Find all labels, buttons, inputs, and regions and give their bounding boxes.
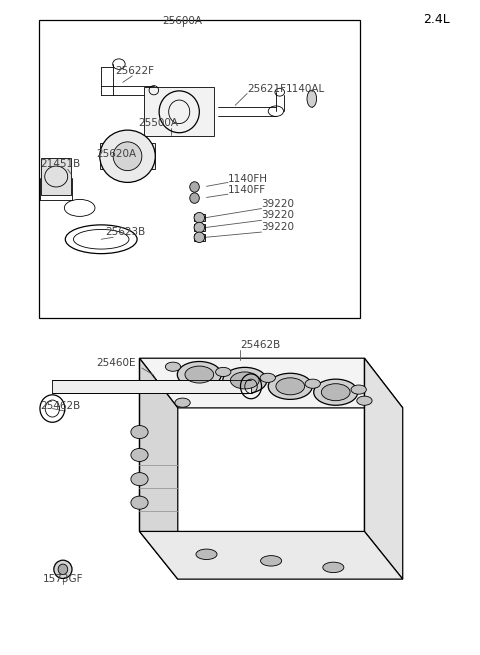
Text: 25462B: 25462B	[240, 340, 280, 350]
Ellipse shape	[58, 564, 68, 574]
Bar	[41, 158, 71, 195]
Bar	[194, 234, 204, 240]
Ellipse shape	[230, 372, 259, 389]
Text: 1573GF: 1573GF	[43, 574, 83, 584]
Text: 25460E: 25460E	[96, 358, 135, 368]
Polygon shape	[140, 358, 403, 408]
Bar	[144, 87, 214, 136]
Text: 25621F: 25621F	[247, 83, 286, 94]
Ellipse shape	[307, 90, 317, 107]
Text: 1140FH: 1140FH	[228, 174, 268, 183]
Ellipse shape	[261, 555, 282, 566]
Text: 39220: 39220	[262, 210, 295, 220]
Ellipse shape	[54, 560, 72, 578]
Ellipse shape	[276, 378, 305, 395]
Ellipse shape	[100, 130, 156, 182]
Ellipse shape	[131, 473, 148, 485]
Text: 25623B: 25623B	[105, 227, 145, 237]
Text: 21451B: 21451B	[40, 159, 80, 170]
Ellipse shape	[268, 373, 312, 400]
Ellipse shape	[185, 366, 214, 383]
Text: 25600A: 25600A	[163, 16, 203, 26]
Ellipse shape	[223, 367, 267, 394]
Text: 39220: 39220	[262, 198, 295, 208]
Ellipse shape	[323, 562, 344, 572]
Ellipse shape	[131, 449, 148, 462]
Ellipse shape	[305, 379, 321, 388]
Ellipse shape	[194, 222, 204, 233]
Bar	[39, 20, 360, 318]
Ellipse shape	[194, 232, 204, 242]
Ellipse shape	[175, 398, 190, 407]
Ellipse shape	[322, 384, 350, 401]
Ellipse shape	[351, 385, 366, 394]
Text: 25462B: 25462B	[40, 401, 80, 411]
Text: 25620A: 25620A	[96, 149, 136, 159]
Ellipse shape	[190, 193, 199, 203]
Ellipse shape	[190, 181, 199, 192]
Ellipse shape	[260, 373, 276, 383]
Text: 39220: 39220	[262, 222, 295, 232]
Polygon shape	[140, 358, 178, 579]
Bar	[100, 143, 156, 170]
Ellipse shape	[194, 212, 204, 223]
Ellipse shape	[357, 396, 372, 405]
Ellipse shape	[196, 549, 217, 559]
Ellipse shape	[131, 496, 148, 509]
Bar	[194, 214, 204, 221]
Ellipse shape	[177, 362, 221, 388]
Text: 25500A: 25500A	[139, 118, 179, 128]
Text: 25622F: 25622F	[115, 66, 154, 76]
Bar	[194, 224, 204, 231]
Text: 1140FF: 1140FF	[228, 185, 266, 195]
Polygon shape	[140, 531, 403, 579]
Text: 1140AL: 1140AL	[286, 83, 324, 94]
Ellipse shape	[165, 362, 180, 371]
Ellipse shape	[113, 142, 142, 171]
Ellipse shape	[314, 379, 358, 405]
Bar	[52, 380, 251, 393]
Ellipse shape	[216, 367, 231, 377]
Polygon shape	[364, 358, 403, 579]
Ellipse shape	[131, 426, 148, 439]
Text: 2.4L: 2.4L	[423, 12, 450, 26]
